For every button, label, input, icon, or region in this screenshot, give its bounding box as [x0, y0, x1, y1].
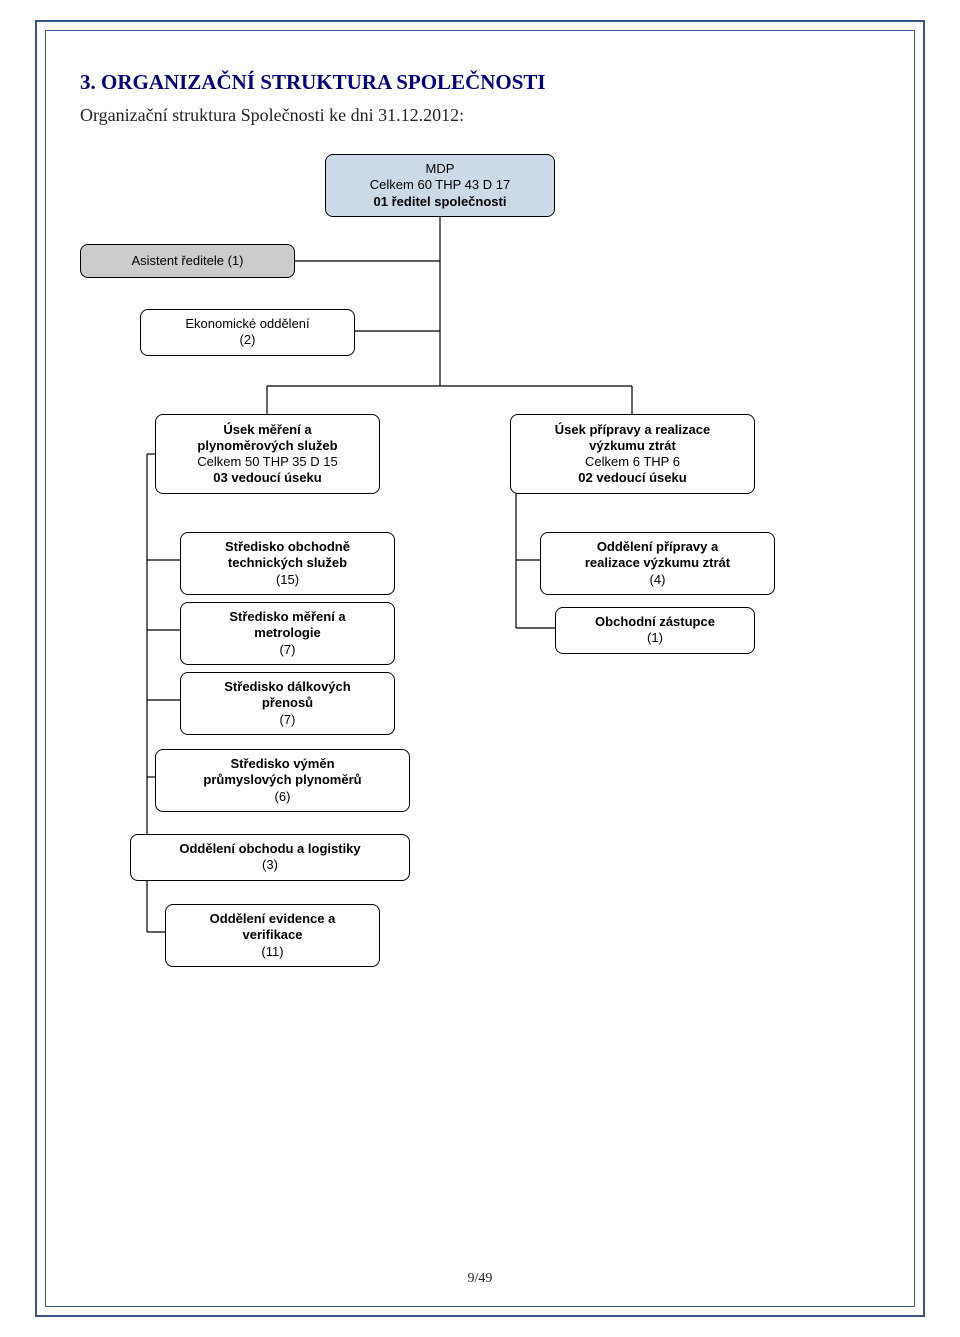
org-node-usek_right: Úsek přípravy a realizacevýzkumu ztrátCe… [510, 414, 755, 494]
node-label: (2) [149, 332, 346, 348]
org-node-stred_vymen: Středisko výměnprůmyslových plynoměrů(6) [155, 749, 410, 812]
org-node-usek_left: Úsek měření aplynoměrových služebCelkem … [155, 414, 380, 494]
node-label: Oddělení přípravy a [549, 539, 766, 555]
node-label: (7) [189, 712, 386, 728]
subtitle: Organizační struktura Společnosti ke dni… [80, 105, 880, 126]
node-label: Oddělení evidence a [174, 911, 371, 927]
org-node-odd_obchod: Oddělení obchodu a logistiky(3) [130, 834, 410, 881]
node-label: 01 ředitel společnosti [334, 194, 546, 210]
node-label: Oddělení obchodu a logistiky [139, 841, 401, 857]
node-label: plynoměrových služeb [164, 438, 371, 454]
node-label: (6) [164, 789, 401, 805]
page-number: 9/49 [80, 1271, 880, 1287]
node-label: Celkem 50 THP 35 D 15 [164, 454, 371, 470]
org-node-econ: Ekonomické oddělení(2) [140, 309, 355, 356]
node-label: Úsek měření a [164, 422, 371, 438]
section-title: 3. ORGANIZAČNÍ STRUKTURA SPOLEČNOSTI [80, 70, 880, 95]
node-label: Středisko obchodně [189, 539, 386, 555]
node-label: (1) [564, 630, 746, 646]
node-label: Středisko výměn [164, 756, 401, 772]
org-node-assistant: Asistent ředitele (1) [80, 244, 295, 278]
org-node-stred_dalk: Středisko dálkovýchpřenosů(7) [180, 672, 395, 735]
node-label: verifikace [174, 927, 371, 943]
node-label: Středisko dálkových [189, 679, 386, 695]
node-label: 02 vedoucí úseku [519, 470, 746, 486]
node-label: (7) [189, 642, 386, 658]
node-label: (4) [549, 572, 766, 588]
node-label: průmyslových plynoměrů [164, 772, 401, 788]
node-label: Obchodní zástupce [564, 614, 746, 630]
org-node-stred_mereni: Středisko měření ametrologie(7) [180, 602, 395, 665]
org-node-root: MDPCelkem 60 THP 43 D 1701 ředitel spole… [325, 154, 555, 217]
node-label: výzkumu ztrát [519, 438, 746, 454]
node-label: technických služeb [189, 555, 386, 571]
node-label: MDP [334, 161, 546, 177]
org-chart: MDPCelkem 60 THP 43 D 1701 ředitel spole… [80, 154, 840, 1024]
node-label: přenosů [189, 695, 386, 711]
page-content: 3. ORGANIZAČNÍ STRUKTURA SPOLEČNOSTI Org… [80, 70, 880, 1287]
node-label: (11) [174, 944, 371, 960]
node-label: Ekonomické oddělení [149, 316, 346, 332]
node-label: Asistent ředitele (1) [89, 253, 286, 269]
node-label: Celkem 60 THP 43 D 17 [334, 177, 546, 193]
node-label: realizace výzkumu ztrát [549, 555, 766, 571]
node-label: (3) [139, 857, 401, 873]
node-label: (15) [189, 572, 386, 588]
node-label: Celkem 6 THP 6 [519, 454, 746, 470]
org-node-odd_evidence: Oddělení evidence averifikace(11) [165, 904, 380, 967]
node-label: Středisko měření a [189, 609, 386, 625]
node-label: metrologie [189, 625, 386, 641]
node-label: 03 vedoucí úseku [164, 470, 371, 486]
org-node-stred_obchod: Středisko obchodnětechnických služeb(15) [180, 532, 395, 595]
node-label: Úsek přípravy a realizace [519, 422, 746, 438]
org-node-odd_pripravy: Oddělení přípravy arealizace výzkumu ztr… [540, 532, 775, 595]
org-node-obch_zast: Obchodní zástupce(1) [555, 607, 755, 654]
